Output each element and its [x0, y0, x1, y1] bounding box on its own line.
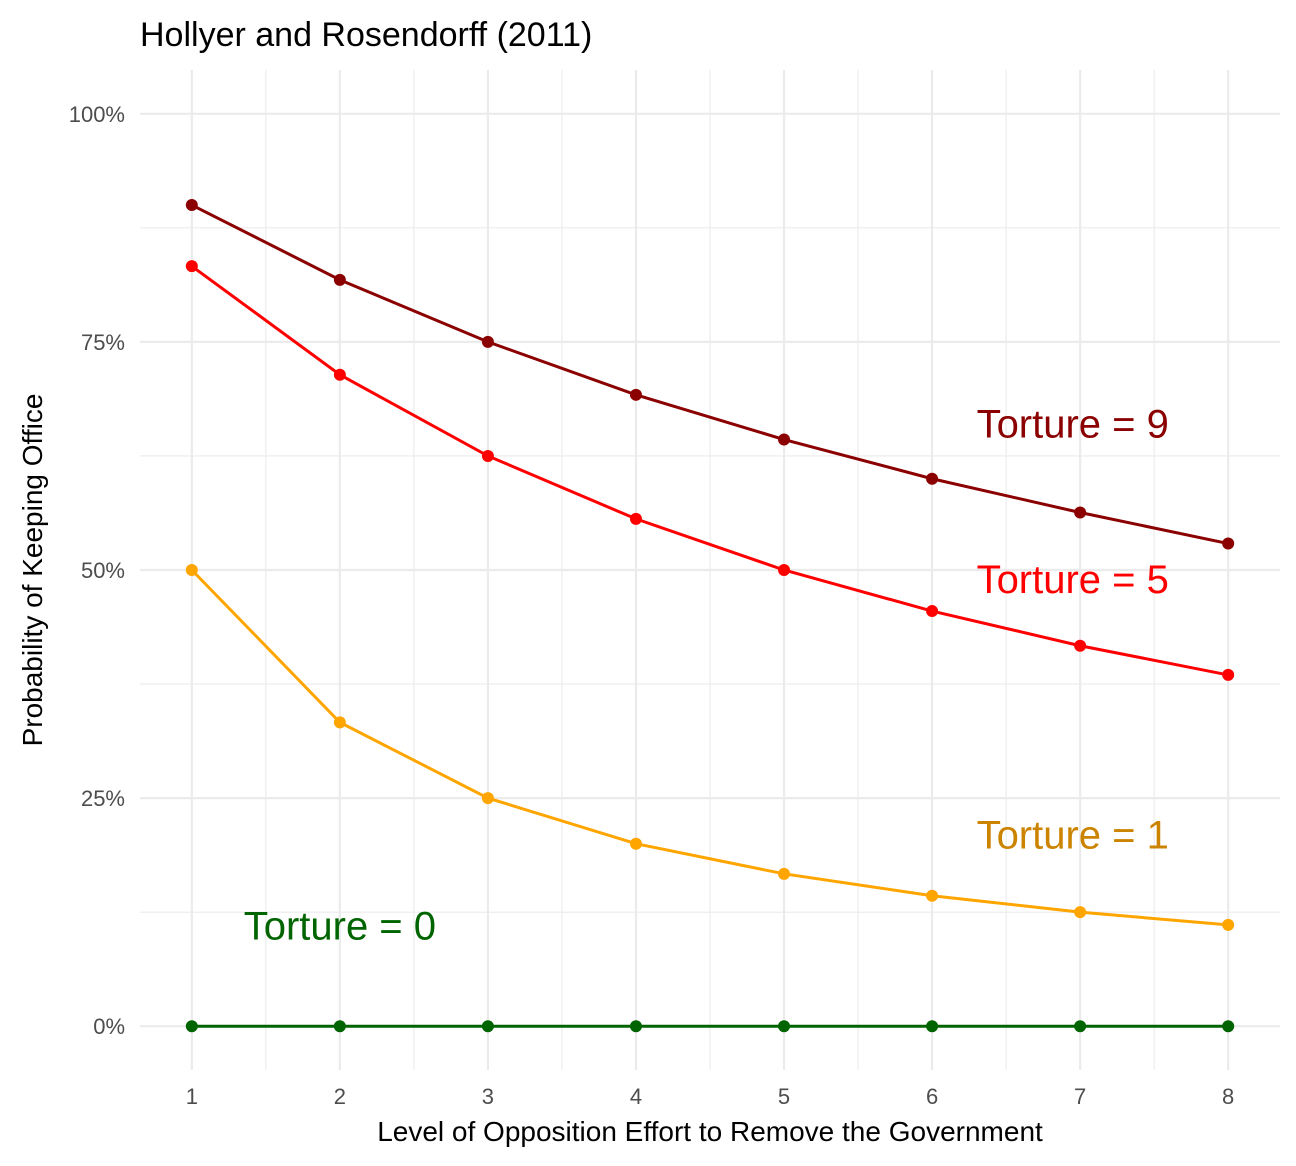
x-tick-label: 1	[186, 1084, 198, 1109]
data-point	[1074, 906, 1087, 919]
y-axis-title: Probability of Keeping Office	[17, 394, 48, 747]
data-point	[926, 605, 939, 618]
data-point	[1074, 639, 1087, 652]
data-point	[481, 449, 494, 462]
data-point	[185, 260, 198, 273]
data-point	[481, 335, 494, 348]
x-axis-ticks: 1 2 3 4 5 6 7 8	[186, 1084, 1235, 1109]
data-point	[185, 199, 198, 212]
data-point	[1222, 537, 1235, 550]
y-tick-label: 100%	[69, 102, 125, 127]
x-tick-label: 5	[778, 1084, 790, 1109]
data-point	[926, 472, 939, 485]
series-labels: Torture = 9 Torture = 5 Torture = 1 Torture…	[244, 403, 1169, 949]
series-label: Torture = 5	[977, 558, 1169, 602]
data-point	[1074, 506, 1087, 519]
x-tick-label: 2	[334, 1084, 346, 1109]
data-point	[629, 512, 642, 525]
x-tick-label: 8	[1222, 1084, 1234, 1109]
data-point	[481, 1020, 494, 1033]
data-point	[629, 388, 642, 401]
y-axis-ticks: 0% 25% 50% 75% 100%	[69, 102, 125, 1039]
series-points	[185, 199, 1235, 1033]
x-axis-title: Level of Opposition Effort to Remove the…	[377, 1116, 1043, 1147]
y-tick-label: 25%	[81, 786, 125, 811]
chart-title: Hollyer and Rosendorff (2011)	[140, 16, 592, 54]
series-label: Torture = 0	[244, 905, 436, 949]
data-point	[1222, 918, 1235, 931]
data-point	[1074, 1020, 1087, 1033]
data-point	[778, 433, 791, 446]
data-point	[1222, 1020, 1235, 1033]
x-tick-label: 3	[482, 1084, 494, 1109]
data-point	[778, 1020, 791, 1033]
y-tick-label: 75%	[81, 330, 125, 355]
data-point	[185, 1020, 198, 1033]
x-tick-label: 7	[1074, 1084, 1086, 1109]
series-line	[190, 264, 1229, 677]
y-tick-label: 0%	[93, 1014, 125, 1039]
data-point	[333, 273, 346, 286]
y-tick-label: 50%	[81, 558, 125, 583]
data-point	[926, 889, 939, 902]
series-label: Torture = 9	[977, 403, 1169, 447]
series-lines	[190, 203, 1229, 1028]
data-point	[333, 1020, 346, 1033]
series-line	[190, 568, 1229, 927]
data-point	[629, 1020, 642, 1033]
data-point	[333, 368, 346, 381]
data-point	[926, 1020, 939, 1033]
data-point	[333, 716, 346, 729]
series-line	[191, 203, 1229, 546]
data-point	[778, 564, 791, 576]
data-point	[185, 564, 198, 576]
x-tick-label: 4	[630, 1084, 642, 1109]
data-point	[481, 792, 494, 805]
data-point	[778, 867, 791, 880]
data-point	[1222, 668, 1235, 681]
series-label: Torture = 1	[977, 813, 1169, 857]
data-point	[629, 837, 642, 850]
x-tick-label: 6	[926, 1084, 938, 1109]
